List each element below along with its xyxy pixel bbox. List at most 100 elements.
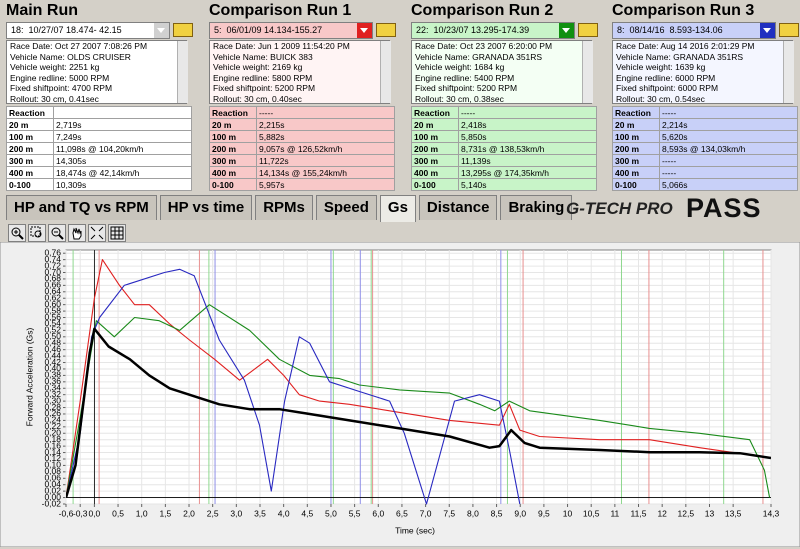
- y-tick-label: 0,50: [44, 331, 61, 341]
- row-value: 5,620s: [659, 130, 798, 143]
- run-selector[interactable]: 5: 06/01/09 14.134-155.27: [209, 22, 373, 39]
- row-value: 10,309s: [53, 178, 192, 191]
- row-label: 0-100: [411, 178, 459, 191]
- row-label: Reaction: [209, 106, 257, 119]
- info-line: Rollout: 30 cm, 0.54sec: [616, 93, 705, 104]
- fit-button[interactable]: [88, 224, 106, 242]
- plot-area: [65, 249, 772, 505]
- timeslip-row: Reaction -----: [612, 106, 798, 119]
- x-tick-label: 6,0: [372, 508, 384, 518]
- row-value: [53, 106, 192, 119]
- timeslip-row: 300 m 11,722s: [209, 154, 395, 167]
- tab[interactable]: Speed: [315, 195, 377, 220]
- y-tick-label: 0,10: [44, 460, 61, 470]
- info-line: Rollout: 30 cm, 0.38sec: [415, 93, 504, 104]
- timeslip-row: 0-100 5,957s: [209, 178, 395, 191]
- zoom-box-button[interactable]: [28, 224, 46, 242]
- timeslip-row: 200 m 8,731s @ 138,53km/h: [411, 142, 597, 155]
- tab[interactable]: Gs: [379, 195, 416, 222]
- zoom-out-button[interactable]: [48, 224, 66, 242]
- scrollbar: [582, 41, 593, 103]
- panel-title: Comparison Run 3: [612, 2, 755, 19]
- y-tick-label: 0,48: [44, 337, 61, 347]
- row-label: 300 m: [209, 154, 257, 167]
- x-tick-label: 4,0: [278, 508, 290, 518]
- pan-button[interactable]: [68, 224, 86, 242]
- x-tick-label: 8,5: [491, 508, 503, 518]
- y-tick-label: 0,28: [44, 402, 61, 412]
- row-value: 8,593s @ 134,03km/h: [659, 142, 798, 155]
- y-tick-label: 0,14: [44, 447, 61, 457]
- x-axis-label: Time (sec): [395, 525, 435, 535]
- zoom-in-button[interactable]: [8, 224, 26, 242]
- open-file-button[interactable]: [173, 23, 193, 37]
- row-value: 2,215s: [256, 118, 395, 131]
- y-tick-label: 0,64: [44, 286, 61, 296]
- x-tick-label: 1,0: [136, 508, 148, 518]
- dropdown-arrow[interactable]: [357, 23, 372, 38]
- x-tick-label: 2,5: [207, 508, 219, 518]
- x-tick-label: 13,5: [725, 508, 742, 518]
- run-info: Race Date: Oct 23 2007 6:20:00 PM Vehicle…: [411, 40, 592, 104]
- info-line: Race Date: Aug 14 2016 2:01:29 PM: [616, 41, 755, 51]
- x-tick-label: 3,5: [254, 508, 266, 518]
- info-line: Race Date: Jun 1 2009 11:54:20 PM: [213, 41, 350, 51]
- run-panel: Comparison Run 2 22: 10/23/07 13.295-174.…: [409, 0, 599, 193]
- y-tick-label: 0,58: [44, 305, 61, 315]
- row-label: Reaction: [612, 106, 660, 119]
- tab[interactable]: HP vs time: [159, 195, 253, 220]
- x-tick-label: 12: [657, 508, 667, 518]
- info-line: Vehicle weight: 1639 kg: [616, 62, 706, 72]
- row-value: -----: [256, 106, 395, 119]
- timeslip-row: 400 m -----: [612, 166, 798, 179]
- dropdown-arrow[interactable]: [559, 23, 574, 38]
- row-value: 13,295s @ 174,35km/h: [458, 166, 597, 179]
- tab[interactable]: HP and TQ vs RPM: [6, 195, 157, 220]
- tab[interactable]: RPMs: [255, 195, 313, 220]
- open-file-button[interactable]: [578, 23, 598, 37]
- timeslip-row: 200 m 8,593s @ 134,03km/h: [612, 142, 798, 155]
- row-value: 8,731s @ 138,53km/h: [458, 142, 597, 155]
- row-value: -----: [659, 106, 798, 119]
- row-label: 400 m: [6, 166, 54, 179]
- row-value: -----: [659, 166, 798, 179]
- dropdown-arrow[interactable]: [154, 23, 169, 38]
- row-value: 2,214s: [659, 118, 798, 131]
- info-line: Vehicle weight: 1684 kg: [415, 62, 505, 72]
- y-tick-label: 0,16: [44, 440, 61, 450]
- y-tick-label: 0,74: [44, 254, 61, 264]
- row-label: 0-100: [612, 178, 660, 191]
- info-line: Engine redline: 5000 RPM: [10, 72, 110, 83]
- row-label: 100 m: [411, 130, 459, 143]
- open-file-button[interactable]: [376, 23, 396, 37]
- grid-button[interactable]: [108, 224, 126, 242]
- chart: Forward Acceleration (Gs) Time (sec) 0,7…: [0, 242, 800, 547]
- tab[interactable]: Distance: [418, 195, 498, 220]
- row-value: 9,057s @ 126,52km/h: [256, 142, 395, 155]
- run-selector[interactable]: 8: 08/14/16 8.593-134.06: [612, 22, 776, 39]
- timeslip-row: 20 m 2,418s: [411, 118, 597, 131]
- row-value: 7,249s: [53, 130, 192, 143]
- tab[interactable]: Braking: [500, 195, 573, 220]
- dropdown-arrow[interactable]: [760, 23, 775, 38]
- run-selector[interactable]: 18: 10/27/07 18.474- 42.15: [6, 22, 170, 39]
- x-tick-label: 9,5: [538, 508, 550, 518]
- run-panel: Comparison Run 1 5: 06/01/09 14.134-155.2…: [207, 0, 397, 193]
- run-selector[interactable]: 22: 10/23/07 13.295-174.39: [411, 22, 575, 39]
- x-tick-label: 4,5: [301, 508, 313, 518]
- row-label: 400 m: [411, 166, 459, 179]
- panel-title: Main Run: [6, 2, 78, 19]
- x-tick-label: 2,0: [183, 508, 195, 518]
- timeslip-row: 300 m 11,139s: [411, 154, 597, 167]
- run-panel: Comparison Run 3 8: 08/14/16 8.593-134.06…: [610, 0, 800, 193]
- selector-text: 22: 10/23/07 13.295-174.39: [416, 25, 530, 35]
- open-file-button[interactable]: [779, 23, 799, 37]
- row-value: 5,850s: [458, 130, 597, 143]
- row-label: 200 m: [411, 142, 459, 155]
- info-line: Fixed shiftpoint: 4700 RPM: [10, 83, 113, 93]
- info-line: Rollout: 30 cm, 0.41sec: [10, 93, 99, 104]
- x-tick-label: 12,5: [678, 508, 695, 518]
